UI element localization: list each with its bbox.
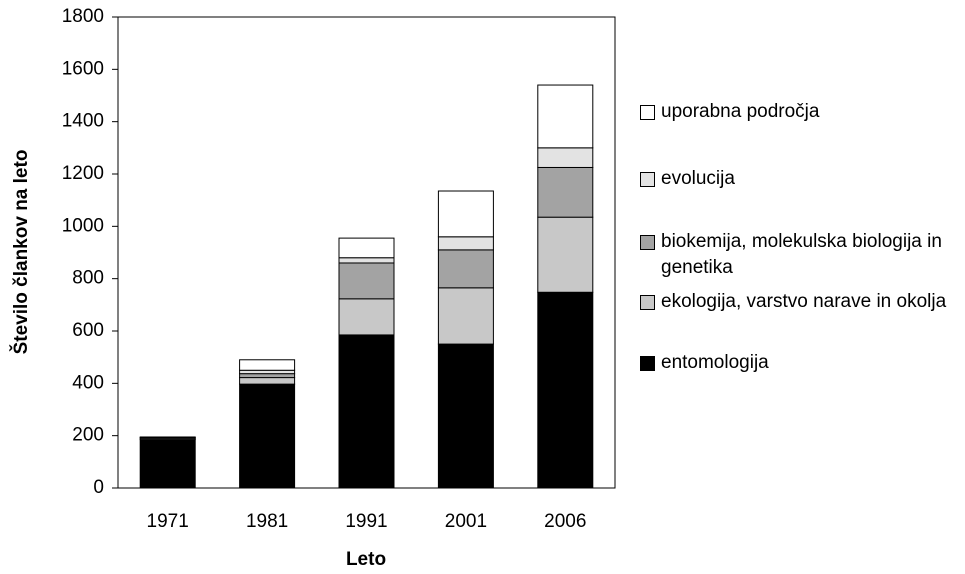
x-tick-label: 1991 <box>345 511 387 532</box>
bar-segment <box>338 262 395 300</box>
legend-label: uporabna področja <box>661 101 820 122</box>
y-axis-title: Število člankov na leto <box>10 150 32 355</box>
bar-segment <box>239 369 296 375</box>
y-tick-label: 800 <box>72 268 104 289</box>
bar-segment <box>537 147 594 168</box>
bar-segment <box>537 216 594 293</box>
bar-segment <box>239 377 296 385</box>
legend-label: ekologija, varstvo narave in okolja <box>661 291 947 312</box>
legend-swatch <box>640 105 655 120</box>
plot-frame <box>117 16 616 489</box>
y-tick-label: 200 <box>72 425 104 446</box>
bar-segment <box>139 439 196 489</box>
y-tick-label: 1200 <box>62 163 104 184</box>
bar-segment <box>437 236 494 251</box>
y-tick-label: 400 <box>72 372 104 393</box>
y-tick-label: 1400 <box>62 111 104 132</box>
legend-item: uporabna področja <box>640 99 965 125</box>
legend-item: biokemija, molekulska biologija in genet… <box>640 229 965 281</box>
bar-segment <box>437 190 494 238</box>
bar-segment <box>239 359 296 371</box>
y-tick-label: 0 <box>93 477 104 498</box>
legend-swatch <box>640 356 655 371</box>
legend-swatch <box>640 295 655 310</box>
bar-segment <box>338 334 395 489</box>
legend-item: ekologija, varstvo narave in okolja <box>640 289 965 315</box>
bar-segment <box>338 257 395 264</box>
bar-segment <box>338 298 395 336</box>
x-tick-label: 1981 <box>246 511 288 532</box>
x-axis-title: Leto <box>346 549 386 570</box>
bar-segment <box>437 343 494 489</box>
y-tick-label: 1600 <box>62 58 104 79</box>
legend-swatch <box>640 235 655 250</box>
x-tick-label: 2001 <box>445 511 487 532</box>
bar-segment <box>537 166 594 218</box>
bar-segment <box>537 84 594 149</box>
legend-label: entomologija <box>661 352 769 373</box>
bar-segment <box>239 373 296 379</box>
legend-label: evolucija <box>661 168 735 189</box>
legend-label: biokemija, molekulska biologija in genet… <box>661 231 942 278</box>
bar-segment <box>239 383 296 489</box>
legend-item: entomologija <box>640 350 965 376</box>
y-tick-label: 1000 <box>62 215 104 236</box>
bar-segment <box>437 287 494 345</box>
x-tick-label: 2006 <box>544 511 586 532</box>
y-tick-label: 600 <box>72 320 104 341</box>
legend-item: evolucija <box>640 166 965 192</box>
bar-segment <box>437 249 494 289</box>
y-tick-label: 1800 <box>62 6 104 27</box>
bar-segment <box>139 436 196 438</box>
bar-segment <box>338 237 395 259</box>
x-tick-label: 1971 <box>147 511 189 532</box>
bar-segment <box>537 291 594 489</box>
legend-swatch <box>640 172 655 187</box>
